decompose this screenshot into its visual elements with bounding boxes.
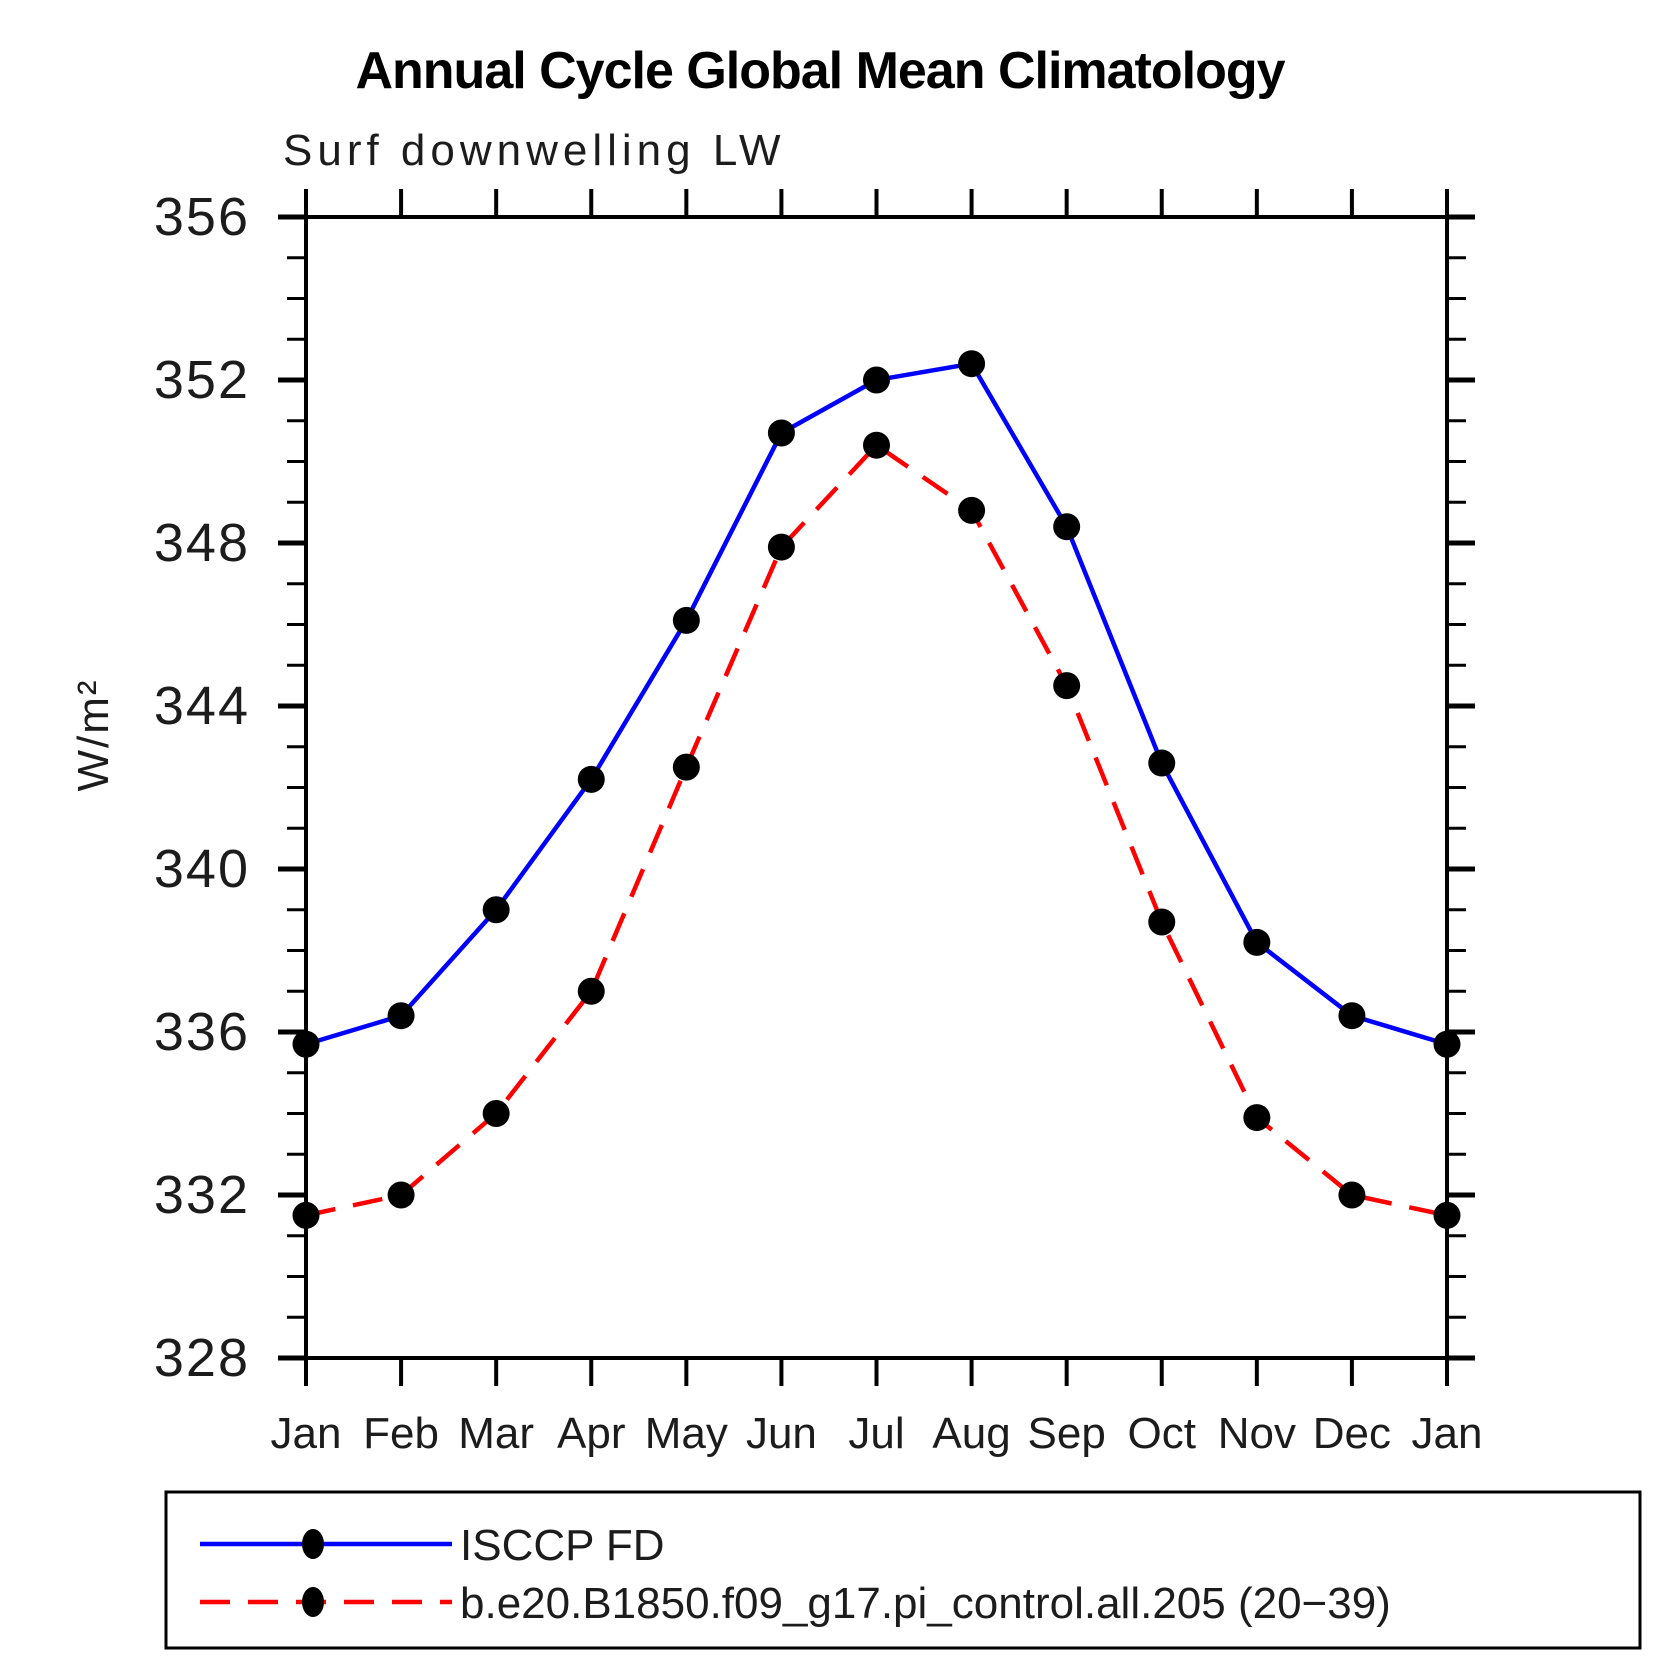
data-point-marker: [672, 753, 700, 781]
data-point-marker: [1338, 1181, 1366, 1209]
data-point-marker: [1053, 513, 1081, 541]
data-point-marker: [1053, 672, 1081, 700]
x-tick-label: Nov: [1218, 1409, 1296, 1458]
data-point-marker: [387, 1181, 415, 1209]
legend-box: [164, 1490, 1642, 1650]
data-point-marker: [863, 431, 890, 459]
data-point-marker: [1338, 1002, 1366, 1030]
data-series: [292, 350, 1461, 1229]
plot-frame: [304, 215, 1449, 1360]
data-point-marker: [958, 350, 986, 378]
y-tick-label: 332: [154, 1165, 250, 1225]
y-tick-label: 328: [154, 1328, 250, 1388]
data-point-marker: [767, 533, 795, 561]
data-point-marker: [1433, 1030, 1461, 1058]
y-axis-label: W/m²: [69, 678, 118, 791]
legend-marker: [302, 1587, 324, 1617]
legend: ISCCP FD b.e20.B1850.f09_g17.pi_control.a…: [164, 1490, 1642, 1650]
data-point-marker: [292, 1201, 320, 1229]
legend-entry-label: b.e20.B1850.f09_g17.pi_control.all.205 (…: [460, 1579, 1391, 1628]
data-point-marker: [958, 496, 986, 524]
x-tick-label: Jan: [271, 1409, 342, 1458]
data-point-marker: [387, 1002, 415, 1030]
y-tick-label: 356: [154, 187, 250, 247]
data-point-marker: [1243, 1104, 1271, 1132]
y-tick-label: 340: [154, 839, 250, 899]
x-tick-label: Jan: [1412, 1409, 1483, 1458]
x-tick-label: Feb: [363, 1409, 439, 1458]
x-tick-label: Dec: [1313, 1409, 1391, 1458]
x-tick-label: Jul: [848, 1409, 904, 1458]
x-tick-label: Mar: [458, 1409, 534, 1458]
data-point-marker: [482, 896, 510, 924]
x-tick-label: Oct: [1128, 1409, 1196, 1458]
data-point-marker: [1148, 908, 1176, 936]
chart-title: Annual Cycle Global Mean Climatology: [355, 42, 1285, 100]
axis-tick-labels: 328 332 336 340 344 348 352 356 Jan Feb Mar Apr May J…: [154, 187, 1483, 1458]
y-tick-label: 348: [154, 513, 250, 573]
data-point-marker: [292, 1030, 320, 1058]
y-tick-label: 352: [154, 350, 250, 410]
data-point-marker: [577, 765, 605, 793]
y-tick-label: 344: [154, 676, 250, 736]
x-tick-label: Apr: [557, 1409, 625, 1458]
legend-entry-label: ISCCP FD: [460, 1521, 665, 1570]
chart-subtitle: Surf downwelling LW: [283, 126, 786, 175]
data-point-marker: [767, 419, 795, 447]
y-tick-label: 336: [154, 1002, 250, 1062]
series-line-0: [305, 361, 1448, 1047]
data-point-marker: [1433, 1201, 1461, 1229]
x-tick-label: Jun: [746, 1409, 817, 1458]
data-point-marker: [577, 977, 605, 1005]
data-point-marker: [672, 606, 700, 634]
x-tick-label: May: [645, 1409, 728, 1458]
plot-border: [304, 215, 1449, 1360]
data-point-marker: [482, 1100, 510, 1127]
data-point-marker: [1148, 749, 1176, 777]
x-tick-label: Sep: [1028, 1409, 1106, 1458]
data-point-marker: [863, 366, 890, 394]
x-tick-label: Aug: [932, 1409, 1010, 1458]
series-line-1: [305, 442, 1448, 1218]
legend-marker: [302, 1529, 324, 1559]
data-point-marker: [1243, 928, 1271, 956]
